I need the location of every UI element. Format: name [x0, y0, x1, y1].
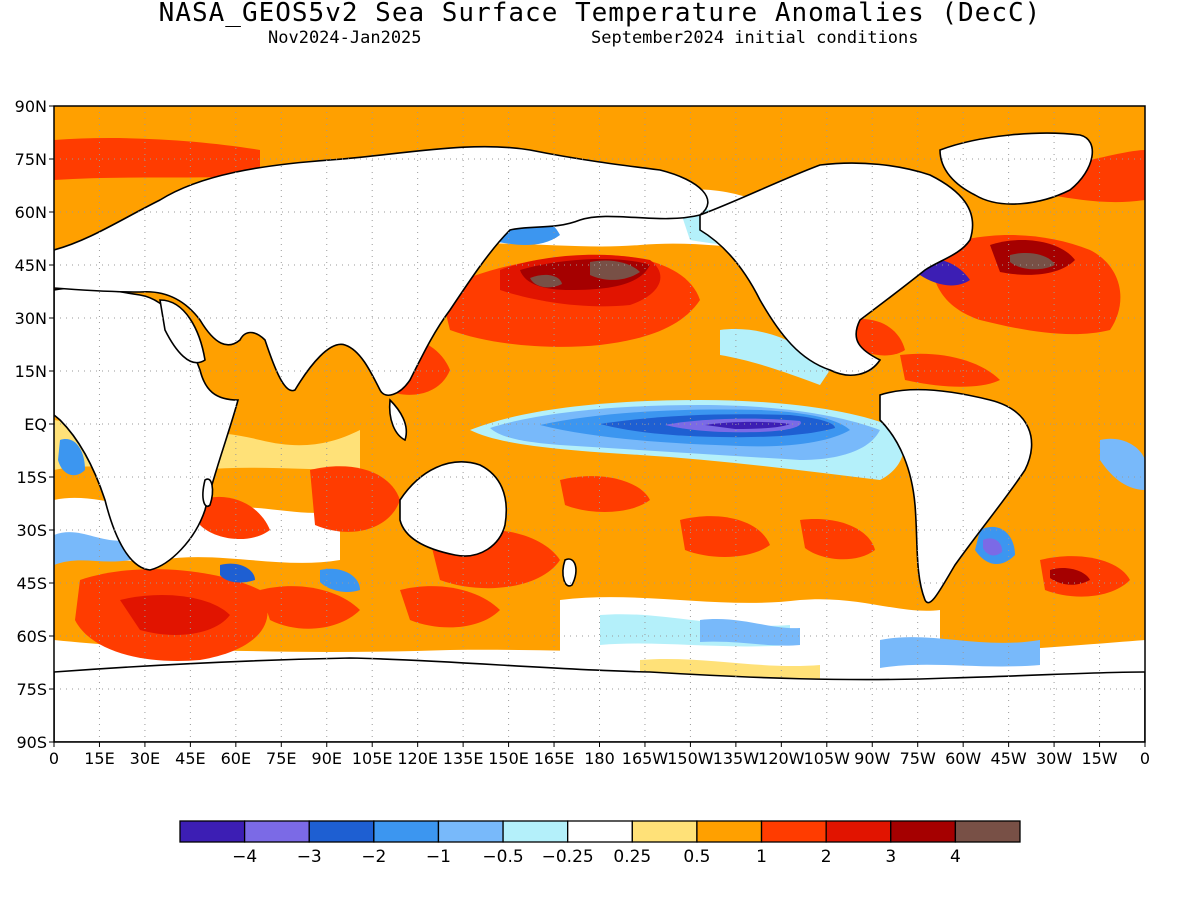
lon-tick-label: 105E	[352, 749, 393, 768]
colorbar: −4 −3 −2 −1 −0.5 −0.25 0.25 0.5 1 2 3 4	[179, 820, 1021, 867]
lat-tick-label: 75S	[16, 680, 47, 699]
lon-tick-label: 90E	[312, 749, 342, 768]
lon-tick-label: 165E	[534, 749, 575, 768]
lat-tick-label: 30N	[15, 309, 47, 328]
lon-tick-label: 75W	[900, 749, 936, 768]
lon-tick-label: 150W	[667, 749, 714, 768]
lon-tick-label: 135E	[443, 749, 484, 768]
lon-tick-label: 30W	[1036, 749, 1072, 768]
lon-tick-label: 165W	[622, 749, 669, 768]
colorbar-swatch	[308, 820, 375, 843]
lat-tick-label: 75N	[15, 150, 47, 169]
lon-tick-label: 60E	[221, 749, 251, 768]
lon-tick-label: 45E	[175, 749, 205, 768]
lon-tick-label: 105W	[804, 749, 851, 768]
lon-tick-label: 15W	[1081, 749, 1117, 768]
colorbar-swatch	[760, 820, 827, 843]
southeast-asia-landmass	[388, 398, 408, 442]
longitude-axis: 0 15E 30E 45E 60E 75E 90E 105E 120E 135E 150E 165E 1…	[49, 742, 1150, 768]
lon-tick-label: 120W	[758, 749, 805, 768]
colorbar-swatch	[696, 820, 763, 843]
colorbar-label: −1	[426, 847, 451, 867]
colorbar-swatch	[825, 820, 892, 843]
lat-tick-label: 15N	[15, 362, 47, 381]
lon-tick-label: 45W	[991, 749, 1027, 768]
initial-conditions: September2024 initial conditions	[591, 28, 919, 48]
lon-tick-label: 0	[49, 749, 59, 768]
lat-tick-label: 90S	[16, 733, 47, 752]
colorbar-label: −3	[297, 847, 322, 867]
lon-tick-label: 90W	[854, 749, 890, 768]
figure-title: NASA_GEOS5v2 Sea Surface Temperature Ano…	[158, 0, 1042, 28]
lon-tick-label: 120E	[397, 749, 438, 768]
colorbar-swatch	[502, 820, 569, 843]
north-america-landmass	[699, 162, 974, 376]
colorbar-label: 1	[756, 847, 767, 867]
lon-tick-label: 180	[584, 749, 615, 768]
colorbar-label: 2	[821, 847, 832, 867]
lon-tick-label: 135W	[713, 749, 760, 768]
colorbar-label: −0.5	[482, 847, 523, 867]
colorbar-label: −2	[361, 847, 386, 867]
colorbar-swatch	[567, 820, 633, 843]
colorbar-swatch	[243, 820, 310, 843]
colorbar-swatch	[437, 820, 504, 843]
land-mask	[54, 132, 1145, 742]
lat-tick-label: 60N	[15, 203, 47, 222]
lat-tick-label: 45S	[16, 574, 47, 593]
lat-tick-label: EQ	[24, 415, 47, 434]
lon-tick-label: 75E	[266, 749, 296, 768]
latitude-axis: 90N 75N 60N 45N 30N 15N EQ 15S 30S 45S 60S 75S 90S	[15, 97, 54, 752]
colorbar-swatch	[954, 820, 1021, 843]
colorbar-swatch	[373, 820, 440, 843]
colorbar-swatch	[179, 820, 246, 843]
lat-tick-label: 30S	[16, 521, 47, 540]
colorbar-label: 0.25	[613, 847, 651, 867]
lat-tick-label: 60S	[16, 627, 47, 646]
lon-tick-label: 15E	[84, 749, 114, 768]
forecast-period: Nov2024-Jan2025	[268, 28, 422, 48]
colorbar-label: 0.5	[683, 847, 710, 867]
colorbar-label: 3	[885, 847, 896, 867]
lat-tick-label: 90N	[15, 97, 47, 116]
greenland-landmass	[939, 132, 1094, 205]
lon-tick-label: 60W	[945, 749, 981, 768]
new-zealand-landmass	[562, 558, 577, 587]
australia-landmass	[399, 461, 507, 557]
colorbar-label: −4	[232, 847, 257, 867]
graticule	[54, 106, 1145, 742]
lon-tick-label: 0	[1140, 749, 1150, 768]
lat-tick-label: 45N	[15, 256, 47, 275]
lon-tick-label: 150E	[488, 749, 529, 768]
arabia-india-landmass	[159, 299, 206, 364]
madagascar-landmass	[202, 478, 214, 507]
eurasia-landmass	[54, 145, 709, 396]
lon-tick-label: 30E	[130, 749, 160, 768]
colorbar-label: 4	[950, 847, 961, 867]
colorbar-swatch	[890, 820, 957, 843]
colorbar-label: −0.25	[542, 847, 594, 867]
lat-tick-label: 15S	[16, 468, 47, 487]
colorbar-swatch	[631, 820, 698, 843]
